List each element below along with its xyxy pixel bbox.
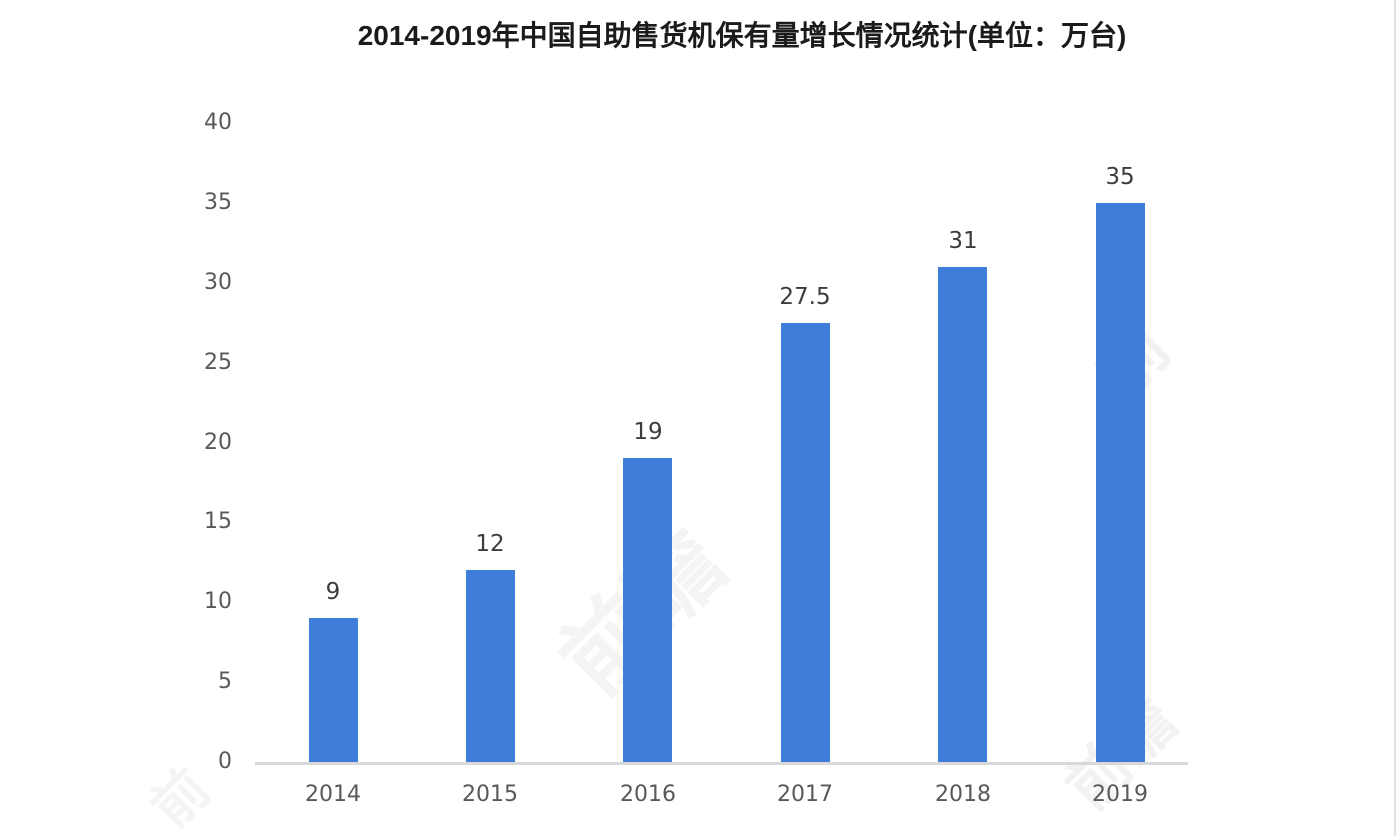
y-tick-label: 0	[218, 749, 232, 774]
x-tick-label: 2018	[935, 782, 991, 807]
bar-value-label: 27.5	[779, 284, 831, 310]
y-tick-label: 25	[204, 349, 232, 375]
x-tick-label: 2017	[777, 782, 833, 807]
bar-2017	[781, 323, 830, 762]
chart-title: 2014-2019年中国自助售货机保有量增长情况统计(单位：万台)	[357, 20, 1127, 51]
y-tick-label: 40	[204, 110, 232, 135]
bar-2015	[466, 570, 515, 762]
bar-value-label: 35	[1105, 164, 1135, 190]
y-tick-label: 15	[204, 509, 232, 535]
y-tick-label: 5	[218, 669, 232, 695]
bar-2014	[309, 618, 358, 762]
x-tick-label: 2019	[1092, 782, 1148, 807]
bar-2019	[1096, 203, 1145, 762]
y-tick-label: 20	[204, 429, 232, 455]
bar-2016	[623, 458, 672, 762]
bar-value-label: 9	[325, 579, 341, 605]
x-axis-line	[255, 762, 1188, 765]
bar-value-label: 19	[633, 419, 663, 445]
bar-value-label: 12	[475, 531, 505, 557]
y-tick-label: 35	[204, 189, 232, 215]
x-tick-label: 2014	[305, 782, 361, 807]
right-edge-line	[1394, 0, 1396, 836]
x-tick-label: 2016	[620, 782, 676, 807]
x-tick-label: 2015	[462, 782, 518, 807]
y-tick-label: 10	[204, 589, 232, 615]
bar-2018	[938, 267, 987, 762]
y-tick-label: 30	[204, 269, 232, 295]
bar-value-label: 31	[948, 228, 978, 254]
